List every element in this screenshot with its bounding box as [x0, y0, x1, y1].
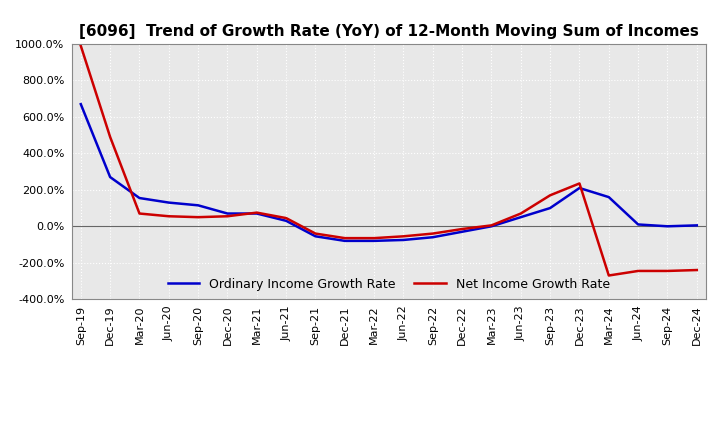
Net Income Growth Rate: [575, 181, 584, 186]
Ordinary Income Growth Rate: [341, 238, 349, 243]
Net Income Growth Rate: [135, 211, 144, 216]
Ordinary Income Growth Rate: [106, 174, 114, 180]
Title: [6096]  Trend of Growth Rate (YoY) of 12-Month Moving Sum of Incomes: [6096] Trend of Growth Rate (YoY) of 12-…: [79, 24, 698, 39]
Line: Ordinary Income Growth Rate: Ordinary Income Growth Rate: [81, 104, 697, 241]
Net Income Growth Rate: [76, 43, 85, 48]
Net Income Growth Rate: [458, 226, 467, 231]
Net Income Growth Rate: [428, 231, 437, 236]
Ordinary Income Growth Rate: [458, 229, 467, 235]
Ordinary Income Growth Rate: [135, 195, 144, 201]
Ordinary Income Growth Rate: [546, 205, 554, 211]
Net Income Growth Rate: [311, 231, 320, 236]
Net Income Growth Rate: [106, 134, 114, 139]
Net Income Growth Rate: [693, 268, 701, 273]
Net Income Growth Rate: [282, 216, 290, 221]
Net Income Growth Rate: [164, 214, 173, 219]
Ordinary Income Growth Rate: [487, 224, 496, 229]
Net Income Growth Rate: [223, 214, 232, 219]
Ordinary Income Growth Rate: [253, 211, 261, 216]
Ordinary Income Growth Rate: [311, 234, 320, 239]
Legend: Ordinary Income Growth Rate, Net Income Growth Rate: Ordinary Income Growth Rate, Net Income …: [163, 272, 615, 296]
Ordinary Income Growth Rate: [223, 211, 232, 216]
Net Income Growth Rate: [341, 235, 349, 241]
Ordinary Income Growth Rate: [663, 224, 672, 229]
Ordinary Income Growth Rate: [605, 194, 613, 200]
Ordinary Income Growth Rate: [575, 185, 584, 191]
Ordinary Income Growth Rate: [634, 222, 642, 227]
Ordinary Income Growth Rate: [282, 218, 290, 224]
Net Income Growth Rate: [370, 235, 379, 241]
Net Income Growth Rate: [253, 210, 261, 215]
Ordinary Income Growth Rate: [76, 102, 85, 107]
Ordinary Income Growth Rate: [194, 203, 202, 208]
Net Income Growth Rate: [546, 193, 554, 198]
Line: Net Income Growth Rate: Net Income Growth Rate: [81, 46, 697, 275]
Net Income Growth Rate: [194, 215, 202, 220]
Ordinary Income Growth Rate: [399, 237, 408, 242]
Net Income Growth Rate: [487, 223, 496, 228]
Net Income Growth Rate: [399, 234, 408, 239]
Net Income Growth Rate: [605, 273, 613, 278]
Ordinary Income Growth Rate: [164, 200, 173, 205]
Ordinary Income Growth Rate: [693, 223, 701, 228]
Net Income Growth Rate: [663, 268, 672, 274]
Net Income Growth Rate: [516, 211, 525, 216]
Ordinary Income Growth Rate: [370, 238, 379, 243]
Ordinary Income Growth Rate: [428, 235, 437, 240]
Ordinary Income Growth Rate: [516, 215, 525, 220]
Net Income Growth Rate: [634, 268, 642, 274]
